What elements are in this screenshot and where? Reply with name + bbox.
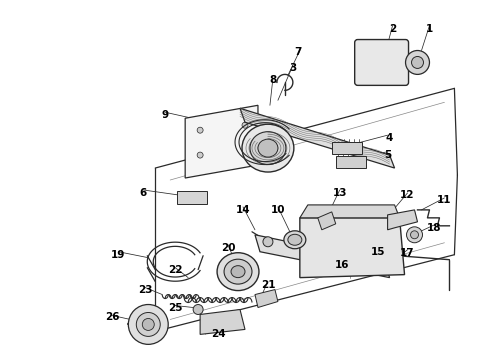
Polygon shape bbox=[300, 218, 405, 278]
FancyBboxPatch shape bbox=[177, 191, 207, 204]
Text: 3: 3 bbox=[289, 63, 296, 73]
Ellipse shape bbox=[258, 139, 278, 157]
Circle shape bbox=[242, 147, 248, 153]
Polygon shape bbox=[185, 105, 258, 178]
Circle shape bbox=[193, 305, 203, 315]
Text: 17: 17 bbox=[400, 248, 415, 258]
Text: 5: 5 bbox=[384, 150, 391, 160]
Circle shape bbox=[412, 57, 423, 68]
Text: 6: 6 bbox=[140, 188, 147, 198]
Circle shape bbox=[136, 312, 160, 336]
Text: 12: 12 bbox=[400, 190, 415, 200]
Ellipse shape bbox=[288, 234, 302, 245]
Text: 26: 26 bbox=[105, 312, 120, 323]
FancyBboxPatch shape bbox=[355, 40, 409, 85]
Text: 13: 13 bbox=[333, 188, 347, 198]
Polygon shape bbox=[332, 142, 362, 154]
Circle shape bbox=[411, 231, 418, 239]
Polygon shape bbox=[300, 205, 399, 218]
Circle shape bbox=[407, 227, 422, 243]
Circle shape bbox=[406, 50, 429, 75]
Text: 25: 25 bbox=[168, 302, 182, 312]
Text: 7: 7 bbox=[294, 48, 301, 58]
Circle shape bbox=[197, 152, 203, 158]
Polygon shape bbox=[255, 289, 278, 307]
Text: 20: 20 bbox=[221, 243, 235, 253]
Text: 4: 4 bbox=[386, 133, 393, 143]
Ellipse shape bbox=[242, 124, 294, 172]
Text: 9: 9 bbox=[162, 110, 169, 120]
Ellipse shape bbox=[250, 132, 286, 165]
Text: 19: 19 bbox=[111, 250, 125, 260]
Text: 14: 14 bbox=[236, 205, 250, 215]
Circle shape bbox=[263, 237, 273, 247]
Circle shape bbox=[142, 319, 154, 330]
Polygon shape bbox=[255, 235, 390, 278]
Text: 23: 23 bbox=[138, 284, 152, 294]
Text: 10: 10 bbox=[270, 205, 285, 215]
Ellipse shape bbox=[231, 266, 245, 278]
Ellipse shape bbox=[224, 259, 252, 284]
Text: 18: 18 bbox=[427, 223, 441, 233]
Polygon shape bbox=[336, 156, 366, 168]
Polygon shape bbox=[240, 108, 394, 168]
Text: 2: 2 bbox=[389, 24, 396, 33]
Ellipse shape bbox=[284, 231, 306, 249]
Ellipse shape bbox=[217, 253, 259, 291]
Text: 21: 21 bbox=[261, 280, 275, 289]
Circle shape bbox=[197, 127, 203, 133]
Text: 16: 16 bbox=[335, 260, 349, 270]
Polygon shape bbox=[388, 210, 417, 230]
Text: 24: 24 bbox=[211, 329, 225, 339]
Text: 15: 15 bbox=[370, 247, 385, 257]
Text: 22: 22 bbox=[168, 265, 182, 275]
Circle shape bbox=[128, 305, 168, 345]
Text: 8: 8 bbox=[270, 75, 276, 85]
Polygon shape bbox=[318, 212, 336, 230]
Polygon shape bbox=[200, 310, 245, 334]
Text: 1: 1 bbox=[426, 24, 433, 33]
Circle shape bbox=[242, 122, 248, 128]
Text: 11: 11 bbox=[437, 195, 452, 205]
